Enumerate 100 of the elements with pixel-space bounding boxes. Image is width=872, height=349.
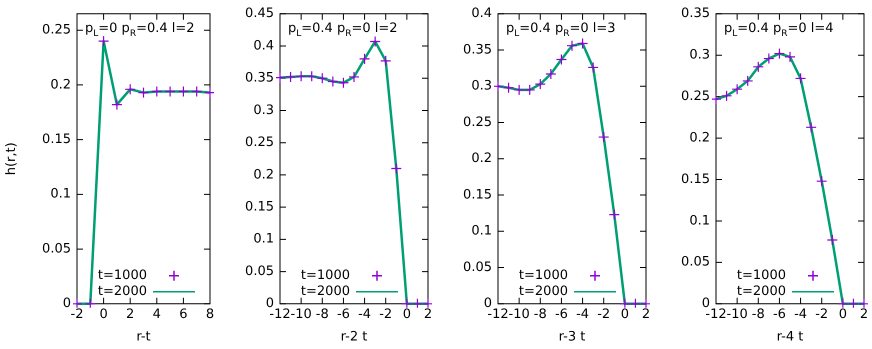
x-tick-label: 2 <box>860 306 868 322</box>
y-tick-label: 0.25 <box>42 22 71 38</box>
y-tick-label: 0.3 <box>689 48 710 63</box>
y-tick-label: 0.15 <box>463 187 492 202</box>
y-tick-label: 0.4 <box>253 38 274 54</box>
y-tick-label: 0.1 <box>689 213 710 228</box>
x-tick-label: -2 <box>597 306 610 322</box>
point <box>784 51 796 62</box>
y-tick-label: 0.4 <box>471 6 492 22</box>
x-axis-title: r-2 t <box>340 330 368 345</box>
point <box>608 209 620 220</box>
y-tick-label: 0.1 <box>50 186 71 202</box>
x-tick-label: 2 <box>424 306 432 322</box>
point <box>191 86 202 98</box>
x-tick-label: 0 <box>402 306 411 322</box>
point <box>84 298 96 308</box>
x-axis-title: r-4 t <box>776 330 804 345</box>
point <box>151 86 162 98</box>
point <box>327 76 338 88</box>
point <box>763 52 774 64</box>
y-tick-label: 0 <box>62 296 71 312</box>
y-tick-label: 0.15 <box>245 200 274 215</box>
y-tick-label: 0.05 <box>42 241 71 256</box>
x-tick-label: -4 <box>576 306 590 322</box>
y-tick-label: 0.05 <box>463 260 492 275</box>
x-tick-label: 0 <box>838 306 847 322</box>
x-tick-label: 2 <box>642 306 650 322</box>
point <box>742 75 754 87</box>
y-tick-label: 0.25 <box>245 135 274 150</box>
point <box>774 48 786 60</box>
x-tick-label: -2 <box>815 306 828 322</box>
x-tick-label: 4 <box>152 306 161 322</box>
point <box>138 86 150 98</box>
x-tick-label: -4 <box>358 306 372 322</box>
point <box>588 62 599 74</box>
point <box>358 53 370 65</box>
point <box>514 84 525 96</box>
x-tick-label: -6 <box>336 306 350 322</box>
legend-label: t=1000 <box>98 268 147 284</box>
point <box>164 86 176 98</box>
x-tick-label: 2 <box>126 306 134 322</box>
point <box>806 122 817 133</box>
point <box>390 162 402 174</box>
point <box>348 71 360 83</box>
y-tick-label: 0.15 <box>42 132 71 148</box>
point <box>794 72 806 84</box>
y-axis-title: h(r,t) <box>4 142 20 176</box>
x-tick-label: 0 <box>99 306 108 322</box>
point <box>494 80 504 92</box>
x-axis-title: r-3 t <box>558 330 586 345</box>
point <box>204 86 214 98</box>
x-tick-label: -10 <box>508 306 530 322</box>
x-tick-label: -4 <box>794 306 808 322</box>
x-tick-label: -10 <box>726 306 748 322</box>
x-tick-label: -8 <box>534 306 547 322</box>
y-tick-label: 0.25 <box>681 89 710 104</box>
point <box>732 84 743 95</box>
point <box>296 70 307 82</box>
y-tick-label: 0.2 <box>471 151 492 166</box>
point <box>111 99 122 110</box>
point <box>316 72 328 84</box>
x-tick-label: 0 <box>620 306 629 322</box>
point <box>524 84 536 96</box>
x-tick-label: -2 <box>70 306 84 322</box>
point <box>566 40 578 52</box>
y-tick-label: 0.3 <box>471 78 492 94</box>
x-tick-label: -8 <box>316 306 329 322</box>
point <box>98 36 110 47</box>
y-tick-label: 0.05 <box>681 254 710 270</box>
point <box>412 298 424 308</box>
y-tick-label: 0.2 <box>253 167 274 182</box>
point <box>826 234 838 246</box>
point <box>284 71 296 83</box>
point <box>640 298 650 308</box>
point <box>598 131 610 143</box>
legend-label: t=1000 <box>300 268 350 284</box>
x-tick-label: 8 <box>206 306 214 322</box>
point <box>502 82 514 94</box>
x-tick-label: -10 <box>290 306 312 322</box>
y-tick-label: 0.25 <box>463 114 492 130</box>
x-tick-label: -6 <box>772 306 786 322</box>
y-tick-label: 0.3 <box>253 102 274 118</box>
point <box>816 176 828 187</box>
point <box>556 54 568 66</box>
y-tick-label: 0.2 <box>689 130 710 146</box>
point <box>338 77 350 88</box>
legend-label: t=2000 <box>98 284 147 300</box>
y-tick-label: 0.35 <box>245 70 274 86</box>
point <box>712 94 722 105</box>
point <box>370 36 381 48</box>
x-tick-label: -6 <box>554 306 568 322</box>
y-tick-label: 0.15 <box>681 172 710 187</box>
x-tick-label: -2 <box>379 306 392 322</box>
point <box>306 70 318 82</box>
y-tick-label: 0.2 <box>50 77 71 92</box>
point <box>73 298 83 308</box>
point <box>276 72 286 84</box>
legend-label: t=2000 <box>518 284 568 300</box>
point <box>630 298 642 308</box>
x-tick-label: 6 <box>179 306 188 322</box>
